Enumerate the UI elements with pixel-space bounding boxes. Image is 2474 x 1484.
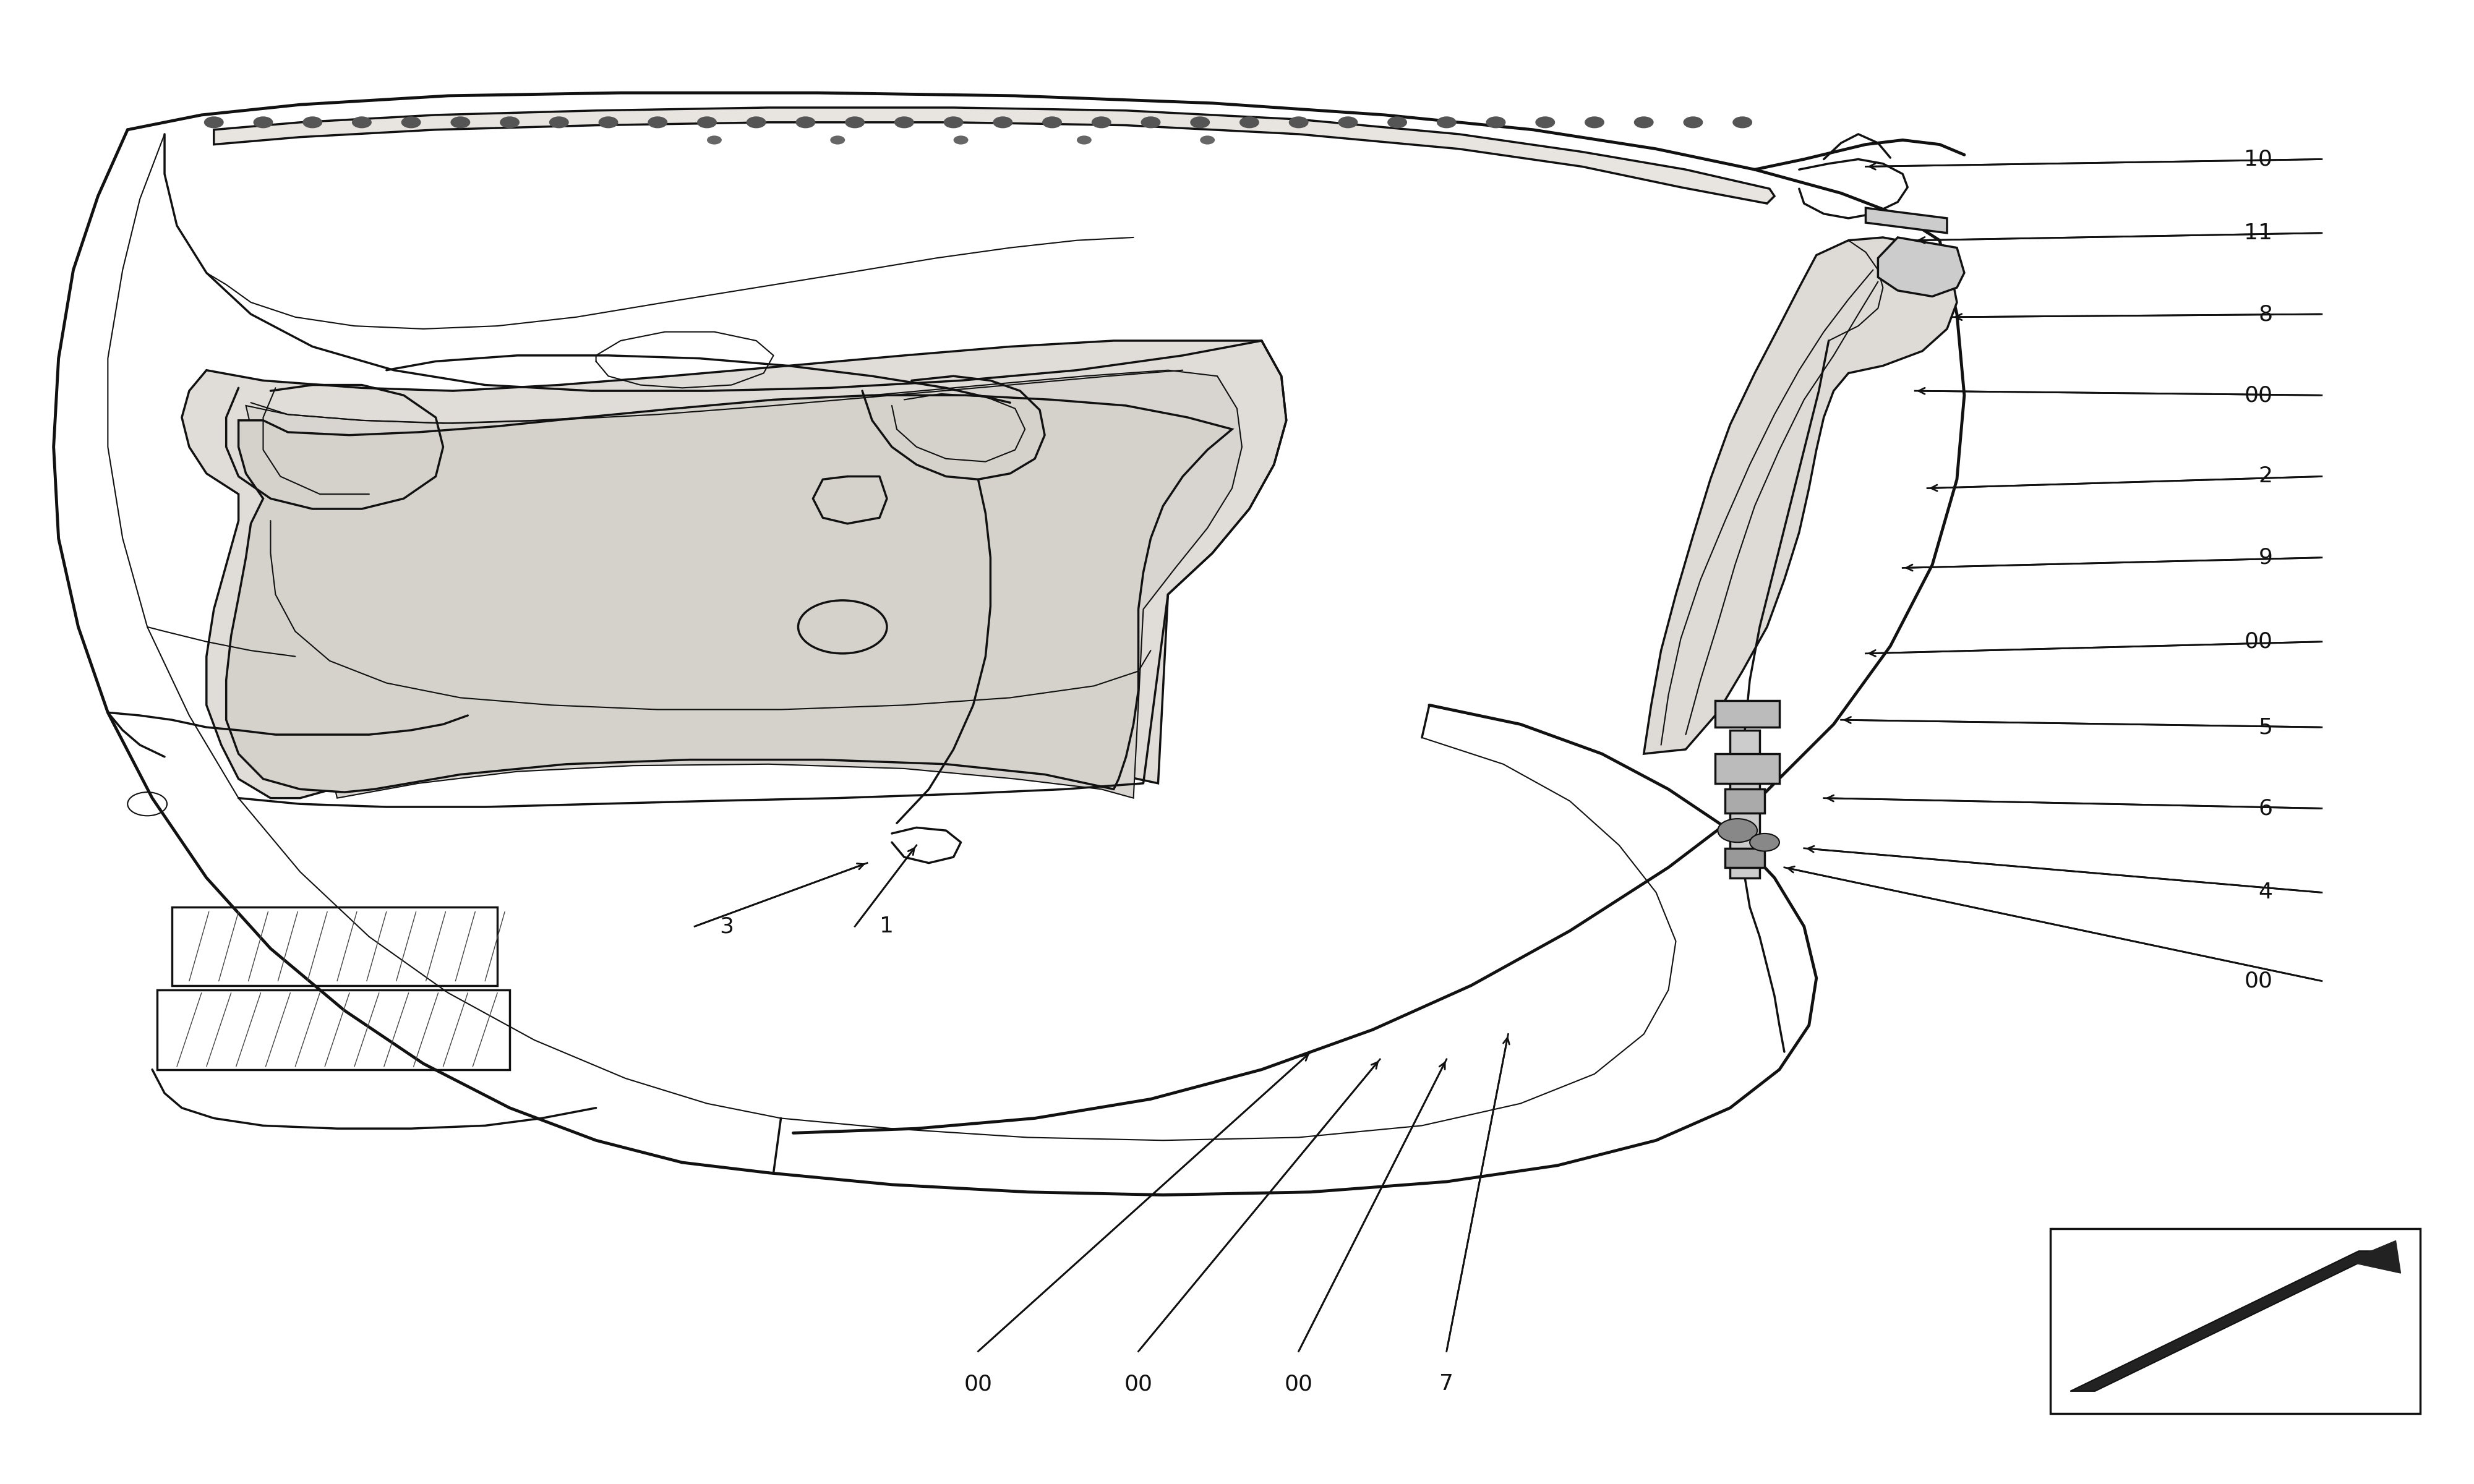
Polygon shape [1729,730,1759,877]
Circle shape [846,116,866,128]
Polygon shape [181,341,1286,798]
Text: 6: 6 [2259,798,2274,819]
Text: 00: 00 [1123,1374,1153,1395]
Polygon shape [1878,237,1964,297]
Polygon shape [2345,1241,2400,1273]
Circle shape [648,116,668,128]
Circle shape [893,116,913,128]
Circle shape [1141,116,1160,128]
Text: 7: 7 [1440,1374,1455,1395]
Text: 00: 00 [965,1374,992,1395]
Circle shape [500,116,520,128]
Circle shape [1200,135,1215,144]
Circle shape [1487,116,1507,128]
Circle shape [549,116,569,128]
Text: 2: 2 [2259,466,2274,487]
Text: 11: 11 [2244,223,2274,243]
Circle shape [1076,135,1091,144]
Circle shape [599,116,618,128]
Circle shape [1338,116,1358,128]
Circle shape [708,135,722,144]
Circle shape [1239,116,1259,128]
Polygon shape [245,370,1242,798]
Circle shape [1732,116,1752,128]
Circle shape [401,116,421,128]
Text: 00: 00 [2244,971,2274,991]
Circle shape [747,116,767,128]
Circle shape [799,601,886,653]
Circle shape [1633,116,1653,128]
Text: 00: 00 [1284,1374,1314,1395]
Circle shape [1437,116,1457,128]
Circle shape [1536,116,1556,128]
Text: 4: 4 [2259,881,2274,902]
Circle shape [952,135,967,144]
Text: 00: 00 [2244,384,2274,405]
Polygon shape [1865,208,1947,233]
Circle shape [252,116,272,128]
Text: 10: 10 [2244,148,2274,169]
Polygon shape [225,395,1232,792]
Circle shape [351,116,371,128]
Polygon shape [1714,754,1779,784]
Text: 5: 5 [2259,717,2274,738]
Circle shape [1682,116,1702,128]
Circle shape [992,116,1012,128]
Polygon shape [2071,1251,2382,1391]
Circle shape [698,116,717,128]
Circle shape [1586,116,1603,128]
Circle shape [450,116,470,128]
Text: 8: 8 [2259,304,2274,325]
Circle shape [1749,834,1779,852]
Circle shape [1190,116,1210,128]
Circle shape [302,116,322,128]
Text: 9: 9 [2259,548,2274,568]
Polygon shape [1643,237,1957,754]
Circle shape [1289,116,1309,128]
Circle shape [1388,116,1408,128]
Polygon shape [213,107,1774,203]
Polygon shape [1714,700,1779,727]
Circle shape [797,116,816,128]
Polygon shape [1724,849,1764,868]
Circle shape [1091,116,1111,128]
Circle shape [1042,116,1061,128]
Circle shape [203,116,223,128]
Text: 00: 00 [2244,631,2274,651]
Polygon shape [1724,789,1764,813]
Circle shape [1717,819,1757,843]
Text: 3: 3 [720,916,732,936]
Circle shape [943,116,962,128]
Circle shape [831,135,846,144]
Text: 1: 1 [881,916,893,936]
